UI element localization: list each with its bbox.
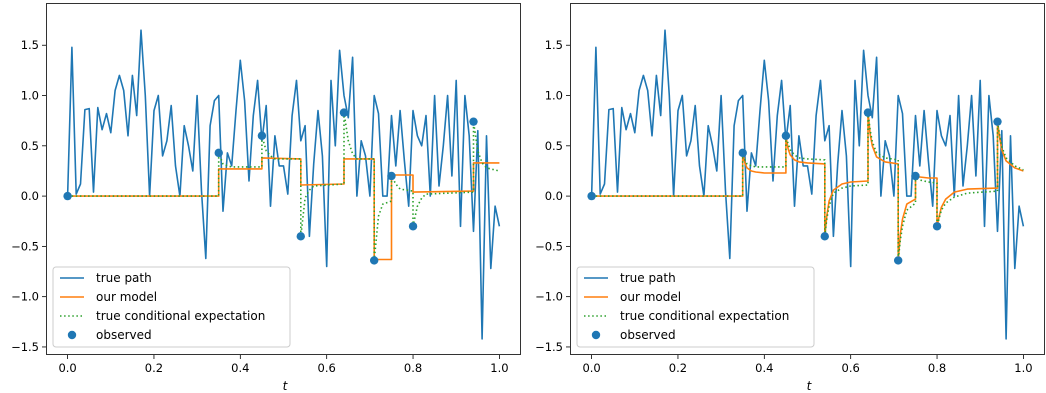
observed-point (993, 117, 1002, 126)
x-tick-label: 0.2 (145, 361, 163, 375)
observed-point (738, 148, 747, 158)
y-tick-label: −1.5 (535, 340, 563, 354)
observed-point (893, 256, 903, 265)
x-tick-label: 0.8 (928, 361, 946, 375)
observed-point (469, 117, 478, 126)
x-tick-label: 1.0 (1014, 361, 1032, 375)
legend-swatch-observed (591, 330, 601, 340)
legend-swatch-observed (67, 330, 77, 340)
x-tick-label: 0.4 (755, 361, 773, 375)
observed-point (587, 191, 596, 201)
observed-point (63, 191, 72, 201)
legend-frame (52, 266, 291, 348)
x-tick-label: 0.6 (842, 361, 860, 375)
x-tick-label: 0.0 (58, 361, 76, 375)
observed-point (820, 232, 829, 241)
series-true-conditional-expectation (67, 111, 500, 262)
legend-label-our-model: our model (96, 290, 157, 304)
observed-point (408, 222, 418, 231)
y-tick-label: 0.0 (21, 189, 39, 203)
y-tick-label: −1.5 (11, 340, 39, 354)
plot-area: 0.0 0.2 0.4 0.6 0.8 1.0 −1.5 −1.0 −0.5 0.0 0.5 1.0 1… (11, 3, 521, 375)
observed-point (296, 232, 305, 241)
x-tick-label: 0.0 (582, 361, 600, 375)
x-tick-label: 0.2 (669, 361, 687, 375)
x-tick-label: 0.8 (404, 361, 422, 375)
legend-label-our-model: our model (620, 290, 681, 304)
legend: true path our model true conditional exp… (52, 266, 291, 348)
series-true-conditional-expectation (591, 111, 1024, 262)
legend-label-true-path: true path (620, 271, 676, 285)
y-tick-label: −1.0 (11, 290, 39, 304)
observed-point (339, 108, 349, 117)
observed-point (369, 256, 379, 265)
y-tick-label: −0.5 (11, 239, 39, 253)
observed-point (911, 171, 920, 181)
observed-point (932, 222, 942, 231)
series-group (63, 29, 501, 340)
y-tick-label: 0.5 (21, 139, 39, 153)
left-plot-panel: 0.0 0.2 0.4 0.6 0.8 1.0 −1.5 −1.0 −0.5 0.0 0.5 1.0 1… (11, 3, 521, 393)
observed-point (387, 171, 396, 181)
series-our-model (591, 111, 1024, 262)
legend-label-true-conditional-expectation: true conditional expectation (620, 309, 789, 323)
y-tick-label: −1.0 (535, 290, 563, 304)
legend-label-observed: observed (96, 328, 152, 342)
legend-frame (576, 266, 815, 348)
axes-frame (46, 3, 521, 355)
y-tick-label: 1.5 (21, 38, 39, 52)
observed-point (257, 131, 267, 140)
series-true-path (66, 29, 501, 340)
series-group (587, 29, 1025, 340)
x-tick-label: 1.0 (490, 361, 508, 375)
x-axis-label: t (283, 379, 289, 393)
series-our-model (67, 157, 500, 261)
y-tick-label: −0.5 (535, 239, 563, 253)
observed-point (863, 108, 873, 117)
x-axis-label: t (807, 379, 813, 393)
legend-label-true-path: true path (96, 271, 152, 285)
x-tick-label: 0.4 (231, 361, 249, 375)
y-tick-label: 0.5 (545, 139, 563, 153)
y-tick-label: 1.5 (545, 38, 563, 52)
right-plot-panel: 0.0 0.2 0.4 0.6 0.8 1.0 −1.5 −1.0 −0.5 0.0 0.5 1.0 1… (535, 3, 1045, 393)
observed-point (214, 148, 223, 158)
legend-label-observed: observed (620, 328, 676, 342)
axes-frame (570, 3, 1045, 355)
y-tick-label: 1.0 (545, 89, 563, 103)
y-tick-label: 1.0 (21, 89, 39, 103)
observed-point (781, 131, 791, 140)
series-true-path (590, 29, 1025, 340)
legend: true path our model true conditional exp… (576, 266, 815, 348)
legend-label-true-conditional-expectation: true conditional expectation (96, 309, 265, 323)
plot-area: 0.0 0.2 0.4 0.6 0.8 1.0 −1.5 −1.0 −0.5 0.0 0.5 1.0 1… (535, 3, 1045, 375)
y-tick-label: 0.0 (545, 189, 563, 203)
x-tick-label: 0.6 (318, 361, 336, 375)
